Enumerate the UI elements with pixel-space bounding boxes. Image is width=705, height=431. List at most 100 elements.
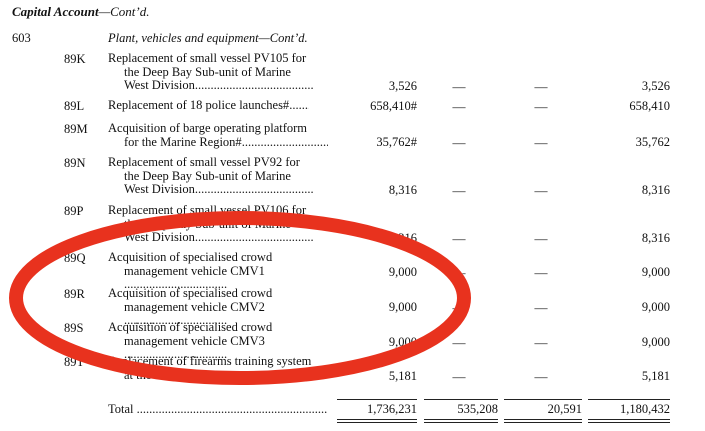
row-value-c2: —	[452, 335, 466, 350]
row-description: Replacement of small vessel PV92 for the …	[108, 155, 333, 197]
row-code: 89N	[64, 156, 86, 170]
description-line: the Deep Bay Sub-unit of Marine	[108, 168, 333, 184]
row-value-c2: —	[452, 231, 466, 246]
row-value-c4: 35,762	[635, 135, 670, 149]
rule-bot1-c1	[337, 419, 417, 420]
row-code: 89P	[64, 204, 84, 218]
row-value-c3: —	[534, 335, 548, 350]
rule-bot1-c4	[588, 419, 670, 420]
description-line: Acquisition of specialised crowd	[108, 250, 333, 265]
subhead: Plant, vehicles and equipment—Cont’d.	[108, 31, 308, 45]
row-value-c1: 35,762#	[376, 135, 417, 149]
red-circle-annotation	[9, 211, 471, 385]
leader-dots: ........................................…	[124, 314, 228, 327]
description-line: management vehicle CMV2 ................…	[108, 299, 333, 328]
row-value-c3: —	[534, 135, 548, 150]
row-value-c3: —	[534, 183, 548, 198]
row-description: Acquisition of specialised crowd manageme…	[108, 286, 333, 328]
rule-bot2-c3	[504, 422, 582, 423]
rule-top-c3	[504, 399, 582, 400]
row-value-c4: 658,410	[629, 99, 670, 113]
description-line: Acquisition of barge operating platform	[108, 121, 333, 136]
description-text: management vehicle CMV2	[124, 299, 265, 314]
row-description: Acquisition of specialised crowd manageme…	[108, 250, 333, 292]
leader-dots: ........................................…	[124, 278, 228, 291]
description-line: West Division ..........................…	[108, 182, 333, 197]
description-text: Replacement of firearms training system	[108, 354, 312, 368]
rule-bot1-c2	[424, 419, 498, 420]
row-value-c2: —	[452, 135, 466, 150]
description-line: the Deep Bay Sub-unit of Marine	[108, 64, 333, 80]
row-value-c4: 3,526	[641, 79, 670, 93]
page-title: Capital Account—Cont’d.	[12, 4, 149, 20]
row-value-c1: 658,410#	[370, 99, 417, 113]
rule-bot2-c4	[588, 422, 670, 423]
row-value-c3: —	[534, 300, 548, 315]
row-value-c1: 3,526	[388, 79, 417, 93]
description-line: Acquisition of specialised crowd	[108, 286, 333, 301]
row-value-c3: —	[534, 265, 548, 280]
description-line: management vehicle CMV1 ................…	[108, 264, 333, 292]
head-code: 603	[12, 31, 31, 45]
title-contd: —Cont’d.	[98, 4, 150, 19]
row-code: 89K	[64, 52, 86, 66]
row-description: Replacement of small vessel PV105 for the…	[108, 51, 333, 93]
leader-dots: ........................................…	[241, 135, 329, 149]
row-value-c1: 9,000	[388, 265, 417, 279]
row-value-c4: 9,000	[641, 335, 670, 349]
leader-dots: ........................................…	[194, 183, 313, 196]
row-value-c2: —	[452, 369, 466, 384]
rule-top-c2	[424, 399, 498, 400]
description-text: Acquisition of barge operating platform	[108, 121, 308, 135]
leader-dots: ........................................…	[194, 79, 313, 92]
row-code: 89M	[64, 122, 88, 136]
total-c2: 535,208	[457, 402, 498, 416]
description-text: West Division	[124, 182, 195, 196]
description-text: the Deep Bay Sub-unit of Marine	[124, 64, 291, 79]
total-c3: 20,591	[547, 402, 582, 416]
description-text: for the Marine Region#	[124, 134, 242, 149]
row-value-c4: 5,181	[641, 369, 670, 383]
row-value-c1: 5,181	[388, 369, 417, 383]
description-text: West Division	[124, 78, 195, 92]
description-line: Replacement of 18 police launches# .....…	[108, 98, 333, 113]
description-line: Replacement of firearms training system	[108, 354, 333, 369]
total-label: Total	[108, 402, 134, 416]
description-text: Replacement of small vessel PV92 for	[108, 155, 300, 169]
description-text: Replacement of 18 police launches#	[108, 98, 290, 112]
row-value-c4: 8,316	[641, 231, 670, 245]
row-description: Replacement of 18 police launches# .....…	[108, 98, 333, 113]
description-line: West Division ..........................…	[108, 78, 333, 93]
rule-top-c4	[588, 399, 670, 400]
row-value-c3: —	[534, 99, 548, 114]
row-value-c1: 8,316	[388, 183, 417, 197]
row-value-c4: 8,316	[641, 183, 670, 197]
description-text: Acquisition of specialised crowd	[108, 250, 273, 264]
description-text: Acquisition of specialised crowd	[108, 320, 273, 334]
total-leader: ........................................…	[136, 402, 327, 416]
description-text: Acquisition of specialised crowd	[108, 286, 273, 300]
row-description: Acquisition of specialised crowd manageme…	[108, 320, 333, 362]
leader-dots: ........................................…	[124, 348, 228, 361]
description-text: West Division	[124, 230, 195, 244]
title-main: Capital Account	[12, 4, 99, 19]
total-c4: 1,180,432	[620, 402, 670, 416]
row-value-c1: 9,000	[388, 300, 417, 314]
description-text: management vehicle CMV3	[124, 333, 265, 348]
row-value-c3: —	[534, 369, 548, 384]
description-text: the Deep Bay Sub-unit of Marine	[124, 168, 291, 183]
leader-dots: ........................................…	[289, 99, 309, 112]
row-value-c2: —	[452, 99, 466, 114]
description-line: Replacement of small vessel PV92 for	[108, 155, 333, 170]
description-line: for the Marine Region# .................…	[108, 134, 333, 150]
row-value-c2: —	[452, 79, 466, 94]
total-c1: 1,736,231	[367, 402, 417, 416]
row-code: 89Q	[64, 251, 86, 265]
row-value-c2: —	[452, 183, 466, 198]
rule-bot1-c3	[504, 419, 582, 420]
description-line: Replacement of small vessel PV105 for	[108, 51, 333, 66]
row-code: 89R	[64, 287, 85, 301]
rule-bot2-c1	[337, 422, 417, 423]
row-value-c3: —	[534, 231, 548, 246]
